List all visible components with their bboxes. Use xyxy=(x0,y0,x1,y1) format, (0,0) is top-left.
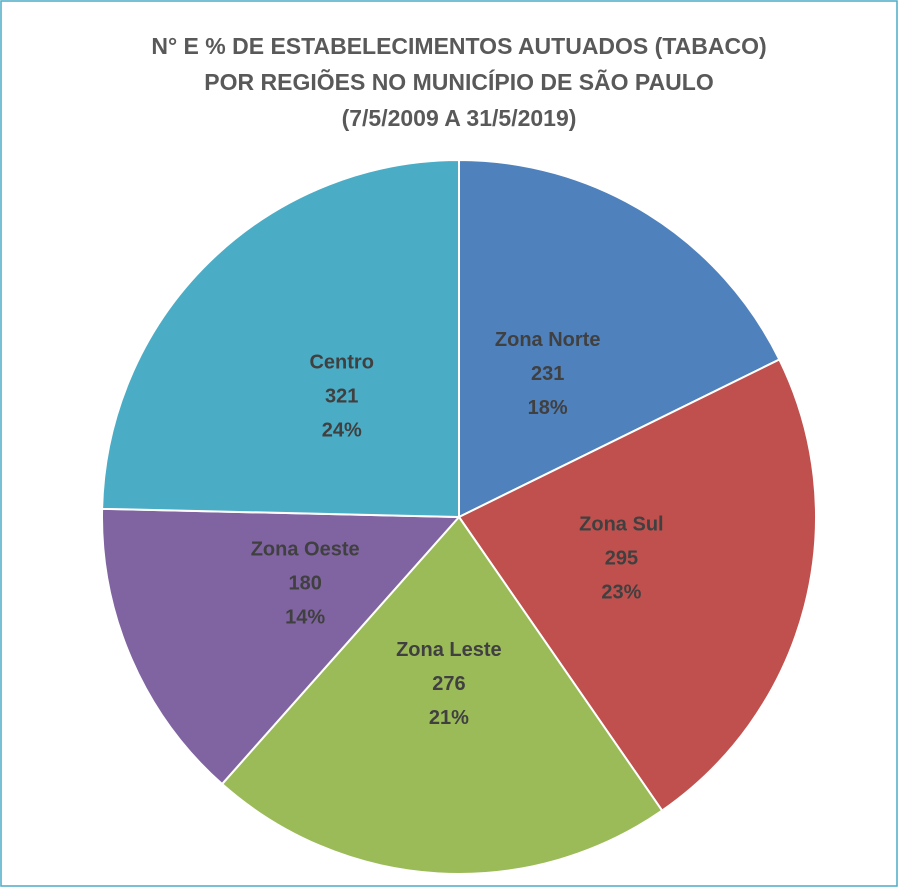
percent-label: 18% xyxy=(528,397,568,419)
pie-slice xyxy=(101,507,462,786)
value-label: 321 xyxy=(325,385,358,407)
slice-label: Zona Oeste xyxy=(251,538,360,560)
pie-slice xyxy=(457,358,817,812)
pie-slice xyxy=(101,158,460,519)
percent-label: 14% xyxy=(285,606,325,628)
percent-label: 21% xyxy=(429,707,469,729)
chart-title: POR REGIÕES NO MUNICÍPIO DE SÃO PAULO xyxy=(204,68,713,95)
chart-title: N° E % DE ESTABELECIMENTOS AUTUADOS (TAB… xyxy=(151,33,766,59)
slice-label: Zona Norte xyxy=(495,329,601,351)
slice-label: Zona Sul xyxy=(579,514,663,536)
value-label: 231 xyxy=(531,363,564,385)
value-label: 276 xyxy=(432,673,465,695)
percent-label: 23% xyxy=(601,582,641,604)
value-label: 295 xyxy=(605,548,638,570)
slice-label: Centro xyxy=(309,351,373,373)
slice-label: Zona Leste xyxy=(396,639,502,661)
pie-slice xyxy=(220,515,664,875)
pie-slice xyxy=(458,158,781,519)
percent-label: 24% xyxy=(322,419,362,441)
chart-title: (7/5/2009 A 31/5/2019) xyxy=(342,105,577,131)
value-label: 180 xyxy=(289,572,322,594)
